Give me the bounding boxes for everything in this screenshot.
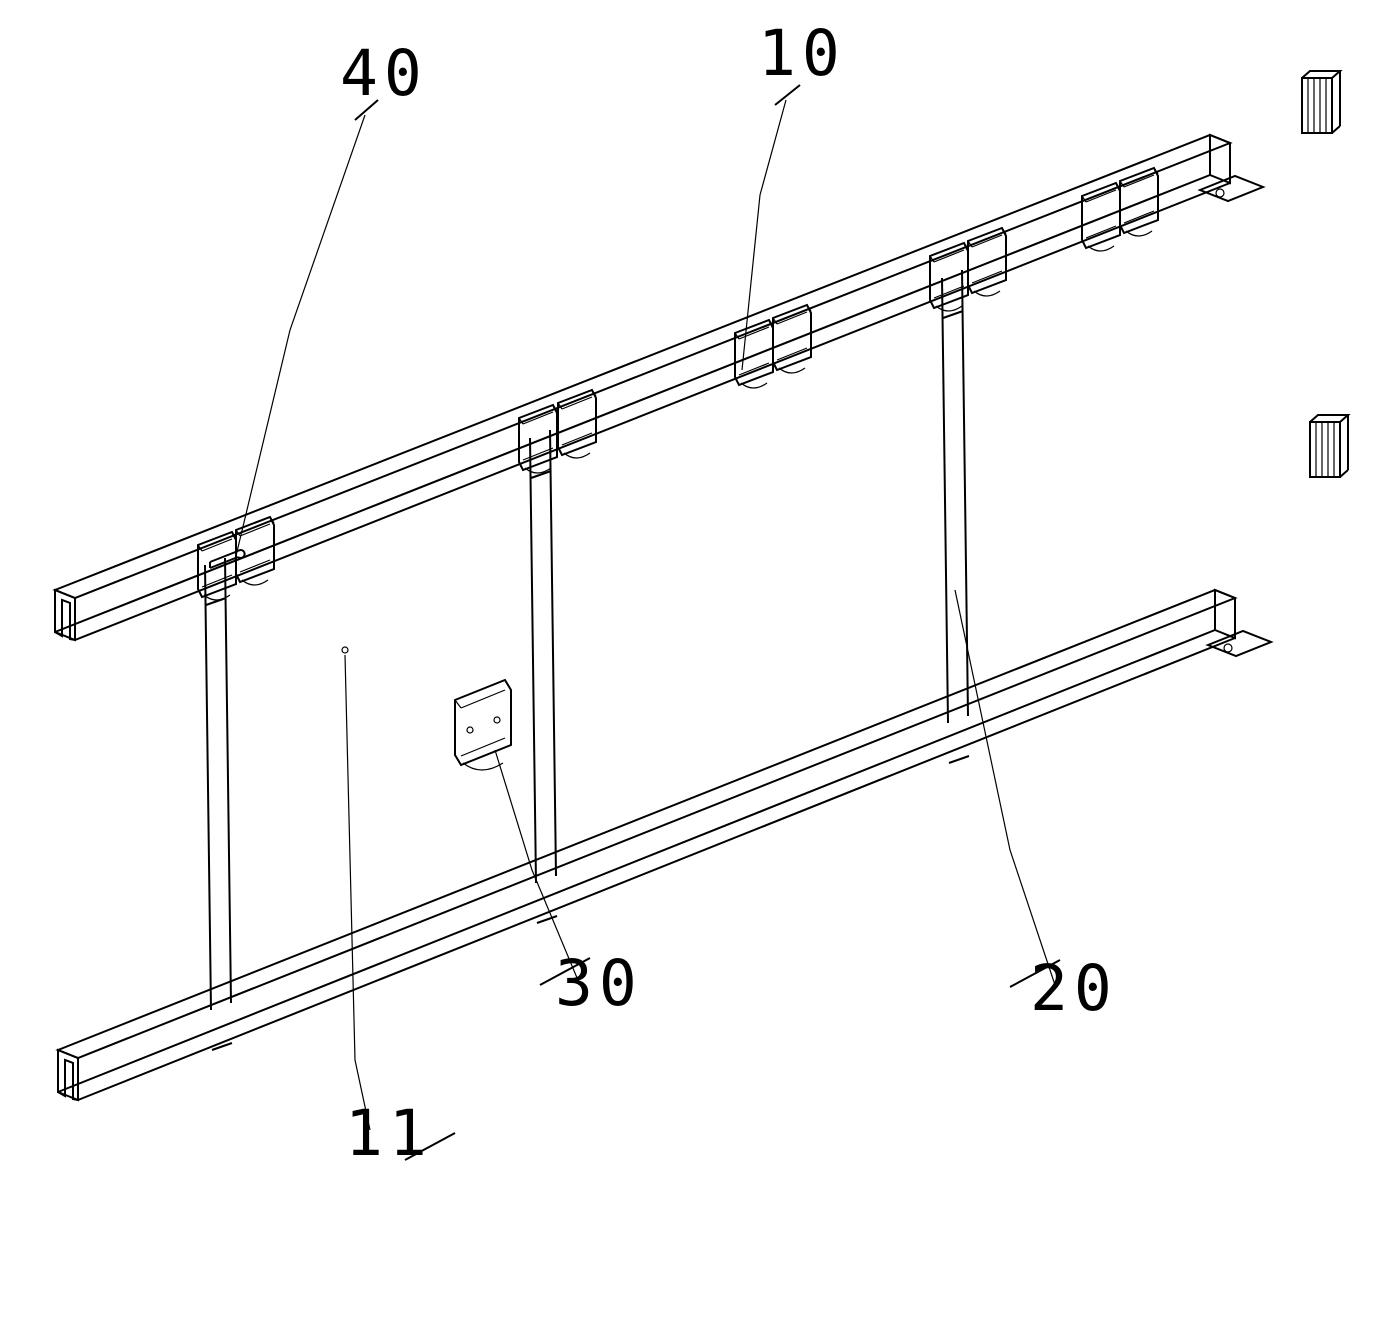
- label-30: 30: [495, 750, 643, 1020]
- label-11: 11: [345, 655, 455, 1170]
- end-cap-icon: [1310, 415, 1348, 477]
- rear-rail: [55, 135, 1230, 640]
- detached-bracket: [455, 680, 511, 770]
- mount-tab-icon: [1208, 631, 1271, 656]
- svg-text:20: 20: [1030, 952, 1118, 1025]
- crossbar-1: [205, 558, 232, 1050]
- patent-figure: 40 10 20 30 11: [0, 0, 1391, 1324]
- mount-tab-icon: [1200, 176, 1263, 201]
- end-cap-icon: [1302, 71, 1340, 133]
- crossbar-2: [530, 430, 557, 923]
- svg-text:10: 10: [758, 17, 846, 90]
- hole-11: [342, 647, 348, 653]
- svg-text:11: 11: [345, 1097, 433, 1170]
- svg-text:40: 40: [340, 37, 428, 110]
